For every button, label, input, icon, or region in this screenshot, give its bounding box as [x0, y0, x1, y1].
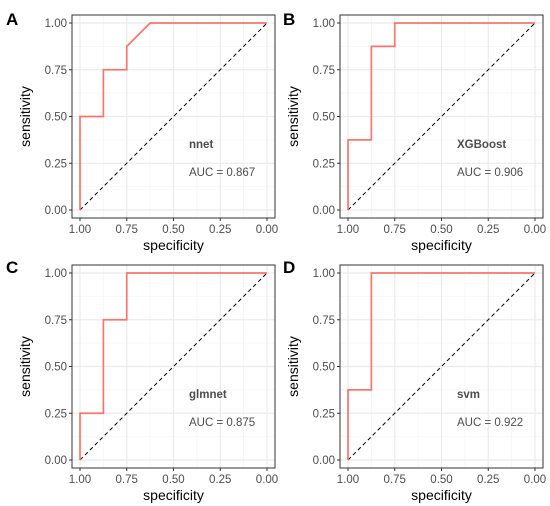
- y-axis-title: sensitivity: [285, 86, 301, 147]
- y-axis-title: sensitivity: [17, 86, 33, 147]
- model-name-label: svm: [457, 389, 480, 401]
- y-tick-label: 0.50: [313, 112, 335, 124]
- x-tick-label: 1.00: [69, 474, 91, 486]
- reference-diagonal: [347, 22, 536, 211]
- y-tick-label: 0.50: [45, 112, 67, 124]
- model-name-label: nnet: [189, 139, 213, 151]
- model-name-label: XGBoost: [457, 139, 506, 151]
- roc-curve: [79, 272, 267, 460]
- panel-b: B 1.00 0.75 0.50 0.25 0.00 0.00 0.25 0.50 0.75 1.0…: [283, 10, 546, 253]
- model-name-label: glmnet: [189, 389, 227, 401]
- x-tick-label: 0.25: [209, 224, 231, 236]
- y-tick-label: 0.75: [45, 65, 67, 77]
- roc-curve: [347, 272, 535, 460]
- y-tick-label: 0.75: [313, 315, 335, 327]
- x-axis-title: specificity: [411, 487, 472, 503]
- auc-label: AUC = 0.906: [457, 167, 523, 179]
- roc-curve: [79, 22, 267, 210]
- x-tick-label: 0.50: [162, 224, 184, 236]
- x-axis-title: specificity: [143, 487, 204, 503]
- y-tick-label: 0.25: [313, 158, 335, 170]
- x-tick-label: 0.75: [116, 474, 138, 486]
- x-tick-label: 1.00: [337, 474, 359, 486]
- y-tick-label: 0.50: [313, 362, 335, 374]
- reference-diagonal: [79, 22, 268, 211]
- y-axis-title: sensitivity: [17, 336, 33, 397]
- panel-letter: C: [6, 258, 18, 277]
- reference-diagonal: [79, 272, 268, 461]
- x-tick-label: 0.00: [524, 224, 546, 236]
- x-tick-label: 0.75: [116, 224, 138, 236]
- auc-label: AUC = 0.875: [189, 417, 255, 429]
- y-tick-label: 1.00: [313, 18, 335, 30]
- x-tick-label: 0.00: [256, 224, 278, 236]
- panel-letter: D: [283, 258, 295, 277]
- panel-letter: A: [6, 10, 18, 29]
- y-tick-label: 1.00: [45, 18, 67, 30]
- y-tick-label: 0.00: [45, 455, 67, 467]
- panel-d: D 1.00 0.75 0.50 0.25 0.00 0.00 0.25 0.50 0.75 1.0…: [283, 258, 546, 503]
- y-tick-label: 0.25: [313, 408, 335, 420]
- panel-a: A 1.00 0.75 0.50 0.25 0.00 0.00 0.25 0.50 0.75 1.0…: [6, 10, 278, 253]
- x-tick-label: 0.00: [256, 474, 278, 486]
- x-tick-label: 0.50: [430, 224, 452, 236]
- y-tick-label: 0.25: [45, 158, 67, 170]
- y-tick-label: 0.25: [45, 408, 67, 420]
- panel-letter: B: [283, 10, 295, 29]
- x-tick-label: 0.25: [209, 474, 231, 486]
- x-tick-label: 0.25: [477, 224, 499, 236]
- y-tick-label: 0.00: [313, 455, 335, 467]
- roc-curve: [347, 22, 535, 210]
- x-tick-label: 0.75: [384, 474, 406, 486]
- x-tick-label: 0.50: [430, 474, 452, 486]
- x-tick-label: 1.00: [69, 224, 91, 236]
- x-tick-label: 0.25: [477, 474, 499, 486]
- y-tick-label: 1.00: [313, 268, 335, 280]
- reference-diagonal: [347, 272, 536, 461]
- y-tick-label: 0.50: [45, 362, 67, 374]
- y-axis-title: sensitivity: [285, 336, 301, 397]
- y-tick-label: 0.75: [45, 315, 67, 327]
- x-axis-title: specificity: [143, 237, 204, 253]
- x-tick-label: 0.00: [524, 474, 546, 486]
- y-tick-label: 1.00: [45, 268, 67, 280]
- y-tick-label: 0.75: [313, 65, 335, 77]
- x-tick-label: 0.75: [384, 224, 406, 236]
- y-tick-label: 0.00: [313, 205, 335, 217]
- x-axis-title: specificity: [411, 237, 472, 253]
- x-tick-label: 1.00: [337, 224, 359, 236]
- panel-c: C 1.00 0.75 0.50 0.25 0.00 0.00 0.25 0.50 0.75 1.0…: [6, 258, 278, 503]
- auc-label: AUC = 0.922: [457, 417, 523, 429]
- y-tick-label: 0.00: [45, 205, 67, 217]
- x-tick-label: 0.50: [162, 474, 184, 486]
- auc-label: AUC = 0.867: [189, 167, 255, 179]
